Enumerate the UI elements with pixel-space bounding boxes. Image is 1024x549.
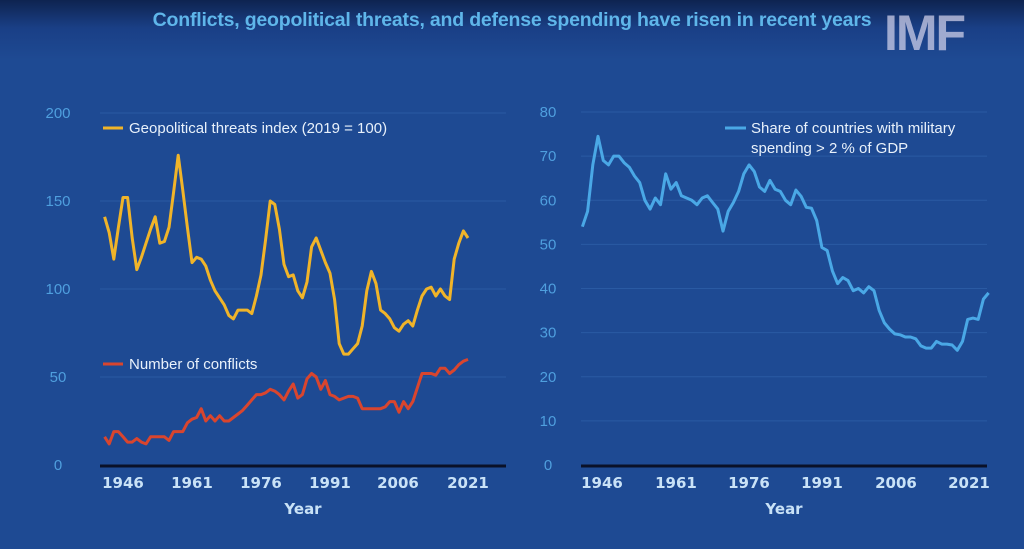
x-tick-label: 1961	[171, 474, 213, 492]
y-tick-label: 80	[540, 104, 557, 121]
y-tick-label: 30	[540, 325, 557, 342]
left-chart: 0 50 100 150 200 1946 1961 1976 1991 2006 2021 Ye…	[45, 105, 506, 518]
y-tick-label: 150	[45, 193, 70, 210]
x-tick-label: 1976	[728, 474, 770, 492]
left-y-ticks: 0 50 100 150 200	[45, 105, 70, 474]
left-x-ticks: 1946 1961 1976 1991 2006 2021	[102, 474, 489, 492]
y-tick-label: 100	[45, 281, 70, 298]
imf-logo: IMF	[884, 5, 966, 61]
legend-label-military-share-line1: Share of countries with military	[751, 120, 956, 137]
right-x-ticks: 1946 1961 1976 1991 2006 2021	[581, 474, 990, 492]
y-tick-label: 200	[45, 105, 70, 122]
x-tick-label: 1991	[309, 474, 351, 492]
x-tick-label: 2006	[875, 474, 917, 492]
series-line-military-share	[580, 134, 990, 352]
legend-label-military-share-line2: spending > 2 % of GDP	[751, 140, 908, 157]
x-tick-label: 1946	[581, 474, 623, 492]
right-chart: 0 10 20 30 40 50 60 70 80 1946 1961 1976 1991 2006 20…	[540, 104, 990, 518]
y-tick-label: 50	[50, 369, 67, 386]
legend-label-conflicts: Number of conflicts	[129, 356, 257, 373]
y-tick-label: 0	[544, 457, 552, 474]
left-x-axis-label: Year	[283, 500, 322, 518]
x-tick-label: 2021	[447, 474, 489, 492]
right-gridlines	[581, 111, 987, 422]
y-tick-label: 20	[540, 369, 557, 386]
legend-label-threats-index: Geopolitical threats index (2019 = 100)	[129, 120, 387, 137]
x-tick-label: 1946	[102, 474, 144, 492]
series-line-threats-index	[103, 153, 470, 356]
y-tick-label: 10	[540, 413, 557, 430]
x-tick-label: 1991	[801, 474, 843, 492]
series-line-conflicts	[103, 358, 469, 446]
x-tick-label: 2021	[948, 474, 990, 492]
right-y-ticks: 0 10 20 30 40 50 60 70 80	[540, 104, 557, 474]
y-tick-label: 60	[540, 192, 557, 209]
x-tick-label: 1976	[240, 474, 282, 492]
y-tick-label: 40	[540, 281, 557, 298]
left-gridlines	[100, 112, 506, 378]
right-x-axis-label: Year	[764, 500, 803, 518]
x-tick-label: 2006	[377, 474, 419, 492]
chart-title: Conflicts, geopolitical threats, and def…	[152, 9, 872, 31]
y-tick-label: 70	[540, 148, 557, 165]
y-tick-label: 0	[54, 457, 62, 474]
x-tick-label: 1961	[655, 474, 697, 492]
y-tick-label: 50	[540, 236, 557, 253]
